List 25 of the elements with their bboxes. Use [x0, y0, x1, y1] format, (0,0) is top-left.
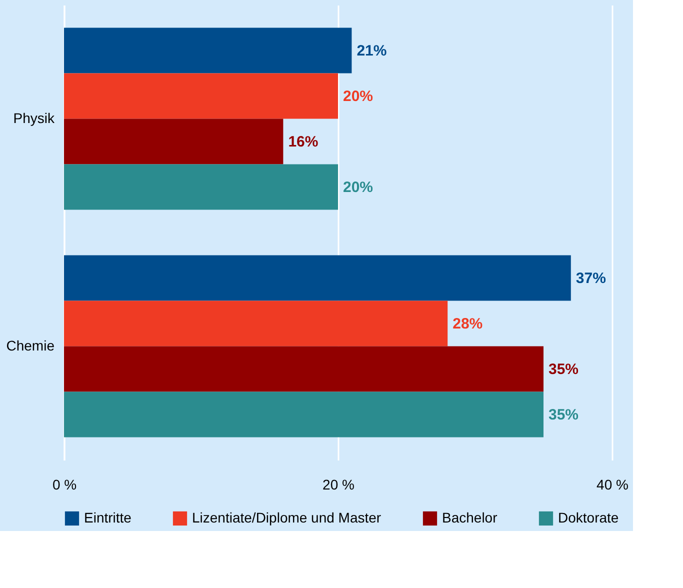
- y-tick-label: Physik: [13, 110, 56, 126]
- legend-label: Bachelor: [442, 509, 498, 526]
- data-label: 28%: [452, 316, 483, 332]
- legend-label: Lizentiate/Diplome und Master: [192, 509, 382, 526]
- data-label: 20%: [343, 179, 374, 196]
- bar: [64, 28, 352, 74]
- bar: [64, 346, 544, 392]
- data-label: 35%: [548, 361, 579, 378]
- data-label: 16%: [288, 134, 318, 150]
- bar: [64, 300, 448, 346]
- bar: [64, 164, 338, 210]
- data-label: 35%: [548, 406, 579, 424]
- x-tick-label: 40 %: [596, 476, 628, 492]
- bar: [64, 73, 338, 119]
- x-tick-label: 20 %: [322, 476, 354, 492]
- data-label: 37%: [576, 270, 606, 287]
- bar: [64, 392, 544, 438]
- data-label: 21%: [356, 42, 387, 60]
- x-tick-label: 0 %: [52, 476, 77, 492]
- bar: [64, 255, 571, 301]
- bar: [64, 118, 284, 164]
- legend-label: Eintritte: [84, 509, 132, 526]
- y-tick-label: Chemie: [6, 337, 55, 354]
- data-label: 20%: [343, 88, 374, 105]
- legend-label: Doktorate: [558, 509, 619, 526]
